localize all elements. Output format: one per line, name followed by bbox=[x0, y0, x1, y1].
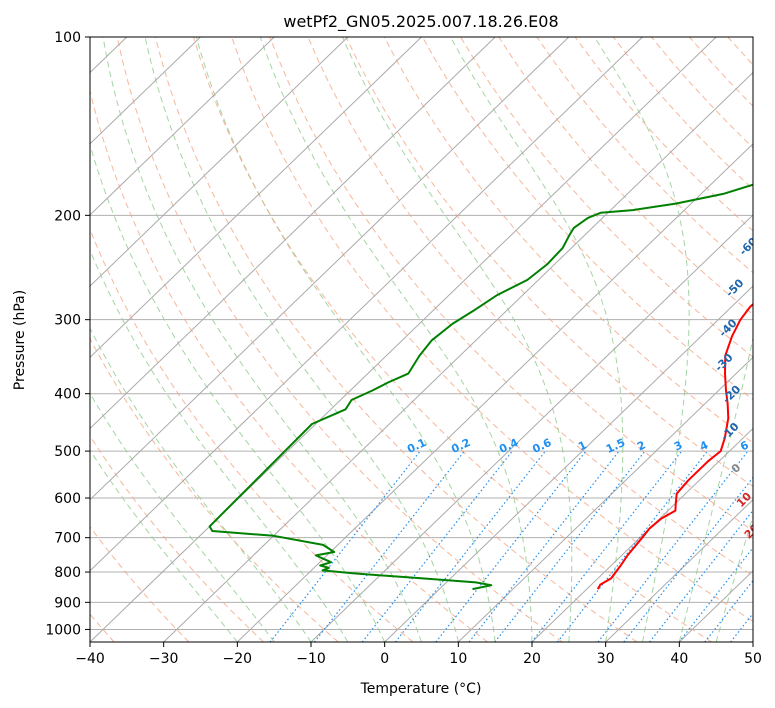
dry-adiabat-line bbox=[154, 37, 638, 642]
moist-adiabat-line bbox=[342, 37, 573, 642]
data-series bbox=[208, 183, 753, 591]
isotherm-line bbox=[605, 498, 753, 642]
y-tick-label: 600 bbox=[54, 491, 81, 507]
mixing-ratio-line bbox=[494, 450, 646, 642]
isotherm-line bbox=[90, 37, 349, 287]
isotherm-line bbox=[90, 37, 496, 430]
y-tick-label: 700 bbox=[54, 531, 81, 547]
isotherm-line bbox=[90, 37, 201, 145]
dry-adiabat-line bbox=[231, 37, 753, 622]
mixing-ratio-line bbox=[623, 476, 753, 642]
y-tick-label: 900 bbox=[54, 595, 81, 611]
moist-adiabat-line bbox=[450, 37, 624, 642]
isentrope-label: 10 bbox=[734, 490, 754, 510]
moist-adiabat-line bbox=[90, 449, 238, 642]
y-tick-label: 500 bbox=[54, 444, 81, 460]
isotherm-line bbox=[163, 71, 753, 642]
dry-adiabat-line bbox=[116, 37, 563, 642]
moist-adiabat-line bbox=[195, 37, 496, 642]
moist-adiabat-line bbox=[90, 143, 386, 642]
isotherm-line bbox=[90, 37, 717, 642]
x-tick-label: 50 bbox=[744, 651, 762, 667]
isotherm-line bbox=[90, 37, 275, 216]
x-axis-ticks: −40 −30 −20 −10 0 10 20 30 40 50 bbox=[75, 642, 762, 667]
dry-adiabats bbox=[90, 37, 753, 642]
moist-adiabat-line bbox=[678, 335, 753, 642]
mixing-ratio-line bbox=[313, 450, 465, 642]
y-tick-label: 100 bbox=[54, 30, 81, 46]
x-tick-label: 10 bbox=[449, 651, 467, 667]
mixing-ratio-line bbox=[394, 450, 546, 642]
x-tick-label: 20 bbox=[523, 651, 541, 667]
isotherm-line bbox=[236, 143, 753, 642]
mixing-ratio-line bbox=[531, 450, 683, 642]
mixing-ratio-line bbox=[678, 546, 753, 642]
x-tick-label: −40 bbox=[75, 651, 105, 667]
x-tick-label: 0 bbox=[380, 651, 389, 667]
y-tick-label: 300 bbox=[54, 313, 81, 329]
dry-adiabat-line bbox=[90, 337, 339, 642]
pressure-grid bbox=[90, 37, 753, 630]
isotherm-line bbox=[90, 37, 422, 358]
moist-adiabat-line bbox=[90, 392, 275, 642]
x-tick-label: −30 bbox=[149, 651, 179, 667]
mixing-ratio-line bbox=[704, 579, 753, 642]
isotherm-line bbox=[90, 37, 643, 572]
y-tick-label: 200 bbox=[54, 208, 81, 224]
mixing-ratio-line bbox=[269, 450, 421, 642]
x-tick-label: −10 bbox=[296, 651, 326, 667]
moist-adiabat-line bbox=[144, 37, 459, 642]
x-tick-label: 30 bbox=[597, 651, 615, 667]
mixing-ratio-line bbox=[435, 450, 587, 642]
moist-adiabat-line bbox=[90, 248, 349, 642]
isotherm-line bbox=[310, 214, 753, 642]
isentrope-label: 20 bbox=[742, 521, 762, 541]
mixing-ratio-line bbox=[361, 450, 513, 642]
chart-title: wetPf2_GN05.2025.007.18.26.E08 bbox=[283, 12, 558, 32]
temperature-line bbox=[596, 303, 753, 590]
y-tick-label: 800 bbox=[54, 565, 81, 581]
y-tick-label: 400 bbox=[54, 387, 81, 403]
x-tick-label: −20 bbox=[223, 651, 253, 667]
moist-adiabat-line bbox=[102, 37, 422, 642]
y-axis-label: Pressure (hPa) bbox=[12, 290, 28, 390]
plot-frame bbox=[89, 36, 754, 643]
isotherm-line bbox=[457, 356, 753, 642]
moist-adiabat-line bbox=[259, 37, 533, 642]
moist-adiabat-line bbox=[594, 37, 690, 642]
y-axis-ticks: 100 200 300 400 500 600 700 800 900 1000 bbox=[45, 30, 90, 638]
y-tick-label: 1000 bbox=[45, 622, 81, 638]
mixing-ratio-line bbox=[649, 509, 753, 642]
mixing-ratio-line bbox=[597, 450, 749, 642]
isotherm-line bbox=[90, 37, 570, 501]
isotherms bbox=[90, 37, 753, 642]
x-tick-label: 40 bbox=[670, 651, 688, 667]
isotherm-line bbox=[384, 285, 753, 642]
dry-adiabat-line bbox=[90, 88, 488, 642]
moist-adiabat-line bbox=[715, 514, 753, 642]
dry-adiabat-line bbox=[269, 37, 753, 577]
dewpoint-line bbox=[208, 183, 753, 591]
mixing-ratio-lines bbox=[269, 450, 753, 642]
mixing-ratio-line bbox=[468, 450, 620, 642]
mixing-ratio-line bbox=[557, 450, 708, 642]
x-axis-label: Temperature (°C) bbox=[360, 681, 482, 697]
